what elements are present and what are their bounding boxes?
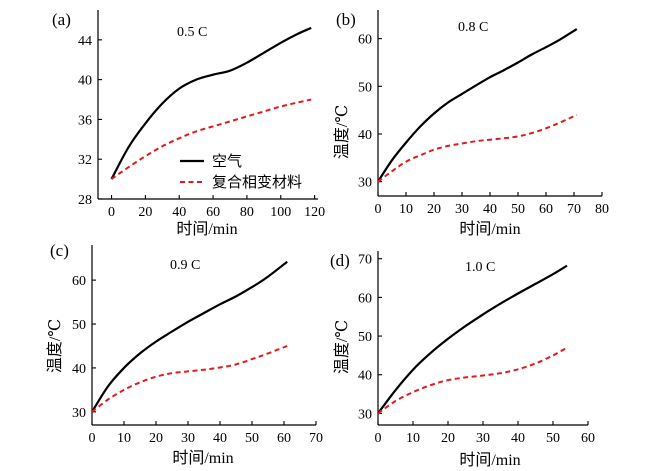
panel-a-y-tick-label: 32 [78, 153, 92, 168]
panel-b-y-tick-label: 30 [358, 176, 372, 191]
panel-b-y-tick-label: 50 [358, 80, 372, 95]
panel-c-x-tick-label: 10 [117, 431, 131, 446]
panel-a-pcm-curve [110, 98, 312, 180]
panel-d-y-axis-label: 温度/℃ [333, 320, 351, 374]
panel-b-x-tick-label: 30 [455, 202, 469, 217]
panel-a-x-tick-label: 120 [304, 205, 325, 220]
panel-b-x-tick-label: 80 [595, 202, 609, 217]
panel-b-x-tick-label: 20 [427, 202, 441, 217]
panel-c-pcm-curve [91, 345, 288, 413]
panel-a-x-tick-label: 60 [206, 205, 220, 220]
panel-b-air-curve [377, 28, 578, 183]
panel-c-y-tick-label: 30 [72, 406, 86, 421]
legend: 空气 复合相变材料 [180, 153, 302, 191]
panel-a-x-tick-label: 20 [138, 205, 152, 220]
panel-d-y-tick-label: 40 [358, 369, 372, 384]
panel-d-x-tick-label: 30 [476, 431, 490, 446]
panel-a-label: (a) [52, 10, 71, 29]
panel-b-y-tick-label: 60 [358, 33, 372, 48]
panel-b-x-tick-label: 10 [399, 202, 413, 217]
panel-b-x-tick-label: 70 [567, 202, 581, 217]
panel-a-rate: 0.5 C [177, 25, 207, 40]
panel-d-x-tick-label: 20 [441, 431, 455, 446]
panel-b-x-tick-label: 50 [511, 202, 525, 217]
panel-b-rate: 0.8 C [458, 20, 488, 35]
panel-b-x-axis-label: 时间/min [459, 220, 520, 238]
panel-c-x-tick-label: 0 [89, 431, 96, 446]
panel-d: (d) 1.0 C 时间/min 温度/℃ 0 10 20 30 40 50 60 30 40 5… [330, 251, 595, 469]
panel-c-y-tick-label: 50 [72, 318, 86, 333]
panel-c-y-tick-label: 60 [72, 274, 86, 289]
panel-a-x-tick-label: 0 [108, 205, 115, 220]
panel-a-x-axis-label: 时间/min [176, 220, 237, 238]
panel-b-x-tick-label: 60 [539, 202, 553, 217]
panel-c-x-tick-label: 50 [245, 431, 259, 446]
panel-d-x-tick-label: 50 [546, 431, 560, 446]
panel-d-y-tick-label: 30 [358, 407, 372, 422]
panel-a-air-curve [110, 26, 312, 180]
panel-b-y-axis-label: 温度/℃ [333, 105, 351, 159]
panel-d-label: (d) [330, 251, 350, 270]
panel-c-x-tick-label: 20 [149, 431, 163, 446]
panel-b-pcm-curve [377, 113, 578, 183]
panel-d-pcm-curve [377, 346, 568, 415]
panel-d-x-tick-label: 40 [511, 431, 525, 446]
panel-a-y-tick-label: 36 [78, 113, 92, 128]
panel-c-x-tick-label: 70 [309, 431, 323, 446]
panel-d-rate: 1.0 C [465, 260, 495, 275]
panel-a-x-tick-label: 40 [172, 205, 186, 220]
panel-b: (b) 0.8 C 时间/min 温度/℃ 0 10 20 30 40 50 60 70 80 3… [333, 10, 609, 238]
panel-c-rate: 0.9 C [170, 258, 200, 273]
panel-c-x-axis-label: 时间/min [172, 449, 233, 467]
panel-a-x-tick-label: 80 [240, 205, 254, 220]
panel-d-y-tick-label: 60 [358, 291, 372, 306]
panel-c-x-tick-label: 30 [181, 431, 195, 446]
panel-d-y-tick-label: 70 [358, 253, 372, 268]
panel-d-x-tick-label: 10 [406, 431, 420, 446]
panel-d-air-curve [377, 264, 568, 415]
panel-a-x-tick-label: 100 [270, 205, 291, 220]
panel-d-x-tick-label: 0 [375, 431, 382, 446]
panel-c-y-axis-label: 温度/℃ [46, 319, 64, 373]
panel-b-y-tick-label: 40 [358, 128, 372, 143]
panel-b-x-tick-label: 0 [375, 202, 382, 217]
panel-b-x-tick-label: 40 [483, 202, 497, 217]
panel-b-label: (b) [336, 10, 356, 29]
panel-a-y-tick-label: 28 [78, 193, 92, 208]
panel-c-label: (c) [50, 241, 69, 260]
panel-a-y-tick-label: 40 [78, 74, 92, 89]
panel-a: (a) 0.5 C 时间/min 空气 复合相变材料 0 20 40 60 80 100 1… [52, 10, 325, 238]
legend-air-label: 空气 [212, 153, 242, 170]
panel-d-y-tick-label: 50 [358, 330, 372, 345]
panel-c-x-tick-label: 60 [277, 431, 291, 446]
panel-d-x-axis-label: 时间/min [459, 451, 520, 469]
panel-c-x-tick-label: 40 [213, 431, 227, 446]
panel-d-x-tick-label: 60 [581, 431, 595, 446]
legend-pcm-label: 复合相变材料 [212, 173, 302, 191]
panel-c: (c) 0.9 C 时间/min 温度/℃ 0 10 20 30 40 50 60 70 30 4… [46, 241, 323, 467]
panel-a-y-tick-label: 44 [78, 34, 92, 49]
panel-c-y-tick-label: 40 [72, 362, 86, 377]
panel-c-air-curve [91, 260, 288, 413]
